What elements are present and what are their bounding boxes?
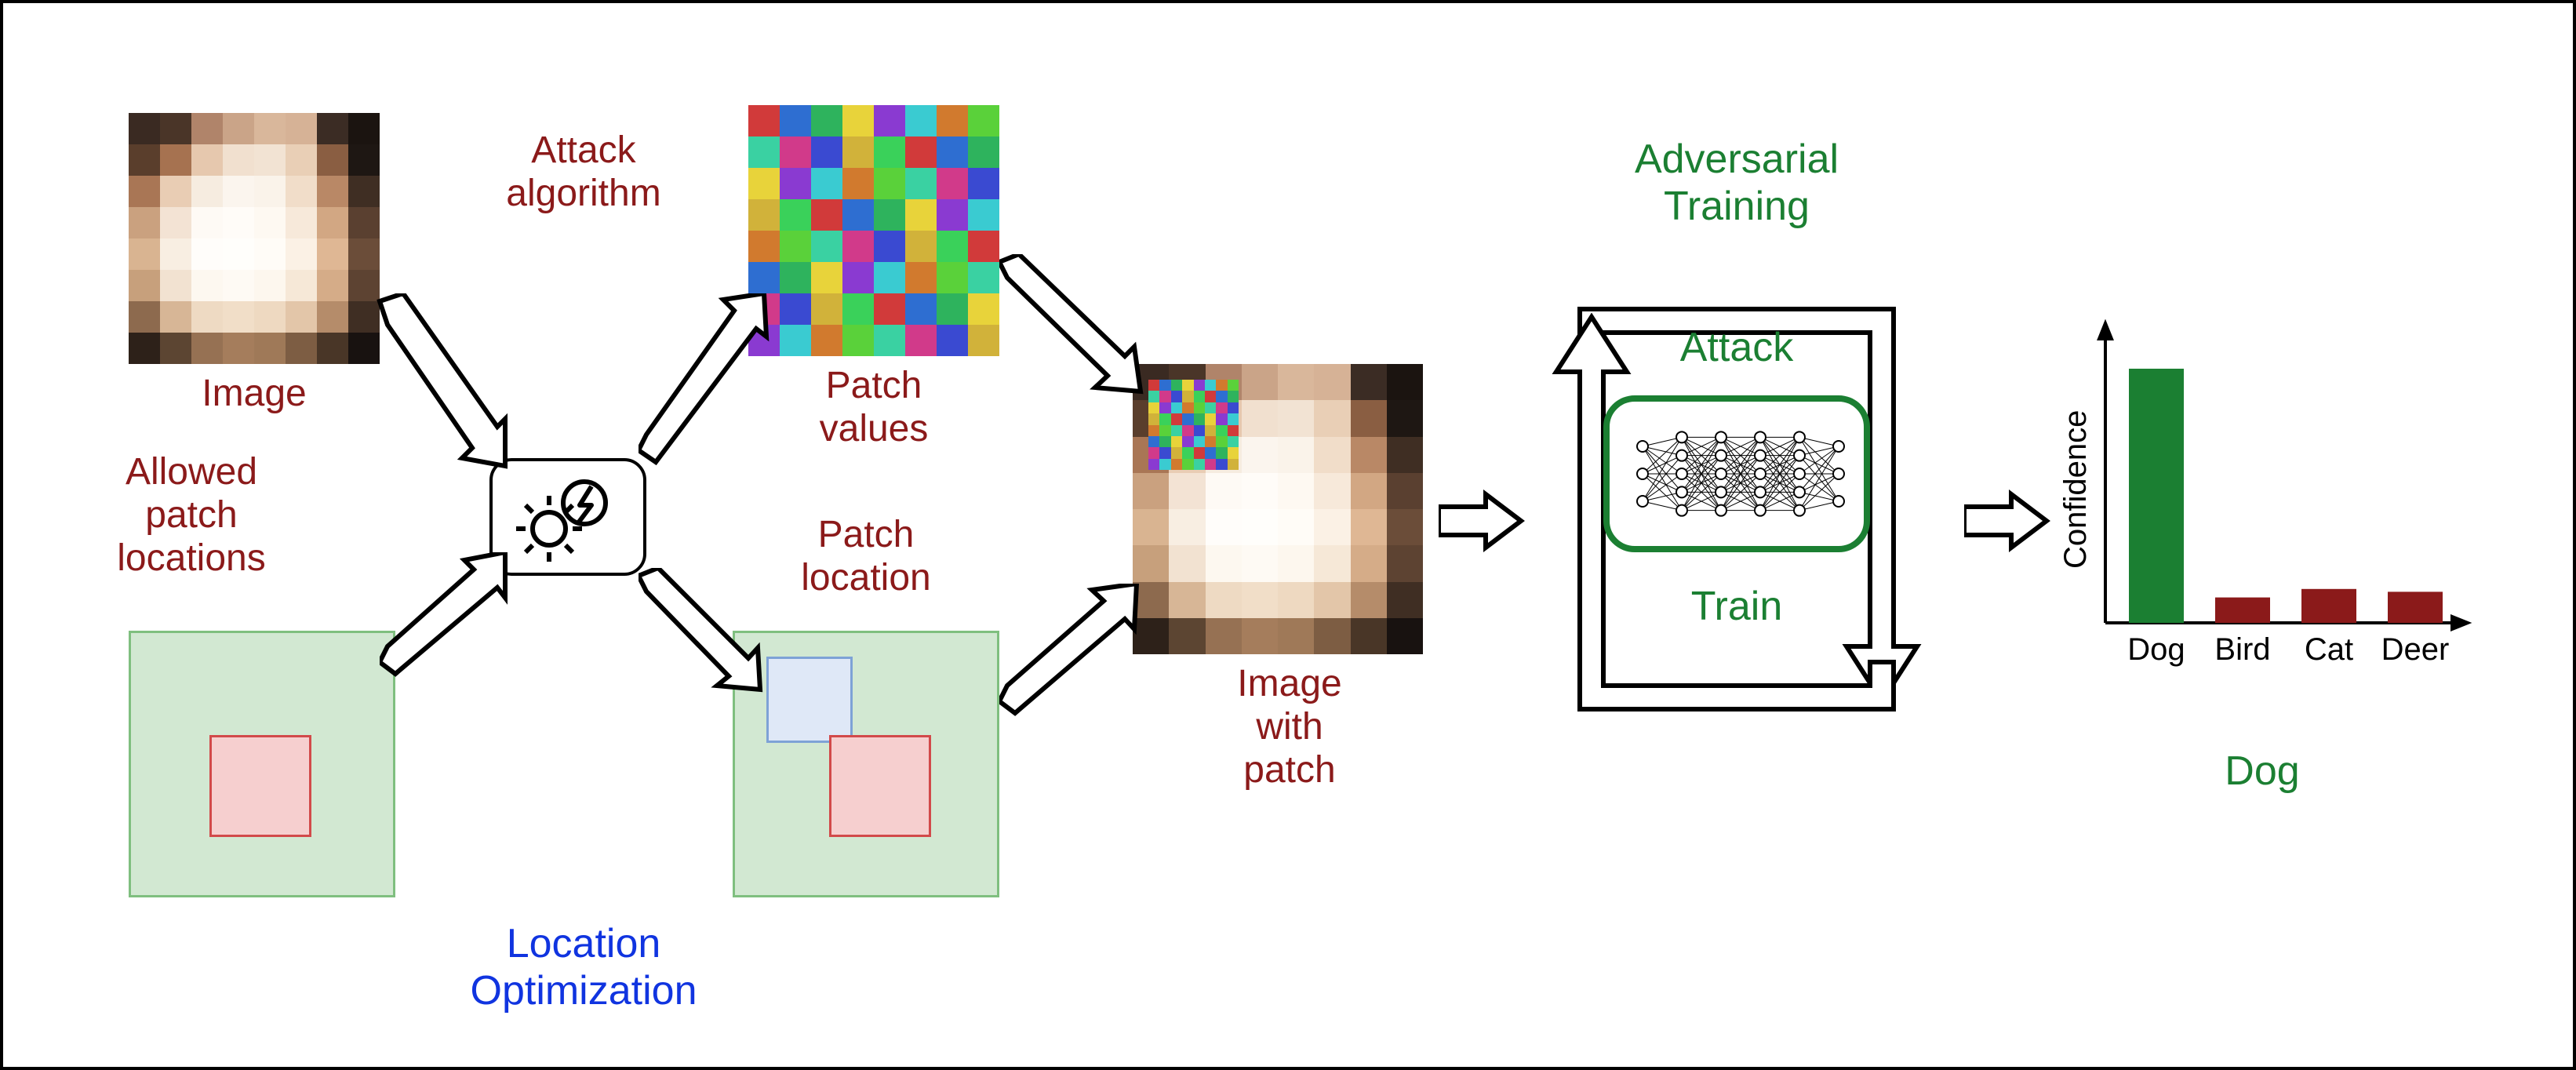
arrow-patchlocation-to-imagewithpatch [999,584,1148,717]
chart-category-label: Dog [2113,632,2199,668]
neural-net-box [1603,395,1870,552]
iwp-l3: patch [1243,749,1335,791]
patch-location-canvas [733,631,999,897]
adv-l1: Adversarial [1635,136,1839,182]
input-image [129,113,380,364]
attack-process-box [489,458,646,576]
allowed-location-marker [209,735,311,837]
arrow-allowed-to-proc [380,552,513,678]
chart-category-label: Bird [2199,632,2286,668]
allowed-l1: Allowed [126,451,257,493]
locopt-l2: Optimization [471,968,697,1014]
patch-loc-l2: location [801,557,930,599]
arrow-proc-to-patchvalues [639,293,772,466]
chart-result-label: Dog [2184,748,2341,795]
arrow-imagewithpatch-to-training [1439,490,1525,552]
patch-values-image [748,105,999,356]
chart-category-label: Cat [2286,632,2372,668]
allowed-locations-canvas [129,631,395,897]
iwp-l2: with [1256,706,1323,748]
patch-values-label: Patch values [764,364,984,450]
attack-phase-label: Attack [1619,325,1854,372]
allowed-l2: patch [145,494,237,536]
attack-algo-l1: Attack [531,129,635,171]
input-image-label: Image [129,372,380,415]
locopt-l1: Location [507,921,661,966]
patch-location-center [829,735,931,837]
iwp-l1: Image [1237,663,1341,704]
location-optimization-label: Location Optimization [427,921,740,1015]
attack-algo-l2: algorithm [506,173,660,214]
allowed-l3: locations [117,537,265,579]
allowed-patch-locations-label: Allowed patch locations [82,450,301,580]
diagram-canvas: Image Allowed patch locations [0,0,2576,1070]
patch-values-l2: values [820,408,929,449]
arrow-image-to-proc [372,293,513,474]
gear-lightning-icon [509,470,627,564]
patch-location-label: Patch location [756,513,976,599]
chart-category-label: Deer [2372,632,2458,668]
chart-ylabel: Confidence [2058,372,2094,607]
arrow-training-to-chart [1964,490,2050,552]
adv-l2: Training [1664,184,1810,229]
confidence-chart: Confidence [2043,309,2482,686]
patch-values-l1: Patch [826,365,922,406]
arrow-patchvalues-to-imagewithpatch [999,254,1148,403]
applied-patch [1148,380,1239,470]
arrow-proc-to-patchlocation [639,568,764,693]
neural-net-icon [1619,411,1854,537]
image-with-patch-label: Image with patch [1180,662,1399,792]
patch-location-chosen [766,657,853,743]
image-with-patch [1133,364,1423,654]
adversarial-training-label: Adversarial Training [1548,136,1925,231]
patch-loc-l1: Patch [818,514,915,555]
train-phase-label: Train [1619,584,1854,631]
attack-algorithm-label: Attack algorithm [482,129,686,215]
